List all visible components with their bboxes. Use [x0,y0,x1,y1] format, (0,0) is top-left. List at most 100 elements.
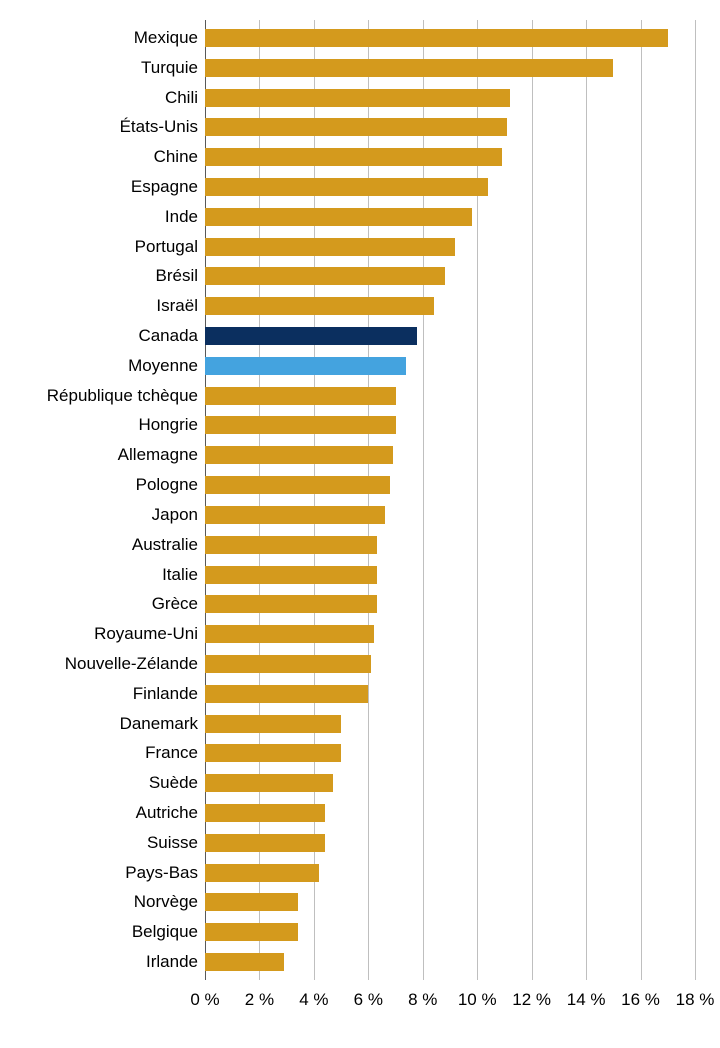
y-axis-label: Mexique [0,29,198,47]
bar [205,625,374,643]
bar [205,178,488,196]
bar-row [205,625,695,643]
y-axis-label: Espagne [0,178,198,196]
x-axis-tick-label: 18 % [676,990,715,1010]
x-axis-tick-label: 2 % [245,990,274,1010]
x-axis-tick-label: 6 % [354,990,383,1010]
bar-row [205,655,695,673]
bar-row [205,446,695,464]
y-axis-label: Suisse [0,834,198,852]
y-axis-label: Turquie [0,59,198,77]
y-axis-label: Royaume-Uni [0,625,198,643]
y-axis-label: France [0,744,198,762]
y-axis-labels: Mexique Turquie Chili États-Unis Chine Espagn… [0,20,198,980]
bar-row [205,387,695,405]
chart-container: Mexique Turquie Chili États-Unis Chine Espagn… [0,0,720,1048]
bar-row [205,416,695,434]
bar-row [205,715,695,733]
y-axis-label: Norvège [0,893,198,911]
bar [205,595,377,613]
bar-row [205,297,695,315]
bar-row [205,148,695,166]
bar-row [205,953,695,971]
bar [205,416,396,434]
x-axis-tick-label: 4 % [299,990,328,1010]
bar [205,59,613,77]
bar [205,387,396,405]
y-axis-label: Autriche [0,804,198,822]
bar-row [205,327,695,345]
x-axis-tick-label: 8 % [408,990,437,1010]
y-axis-label: Moyenne [0,357,198,375]
y-axis-label: Japon [0,506,198,524]
y-axis-label: Finlande [0,685,198,703]
bar [205,327,417,345]
bar-row [205,595,695,613]
y-axis-label: Grèce [0,595,198,613]
y-axis-label: Hongrie [0,416,198,434]
y-axis-label: Pays-Bas [0,864,198,882]
bar-row [205,685,695,703]
bar-row [205,357,695,375]
y-axis-label: Belgique [0,923,198,941]
bar-row [205,864,695,882]
bar [205,208,472,226]
bar-row [205,118,695,136]
bar [205,118,507,136]
y-axis-label: Irlande [0,953,198,971]
gridline [695,20,696,980]
y-axis-label: Canada [0,327,198,345]
y-axis-label: Brésil [0,267,198,285]
bar [205,297,434,315]
bar [205,89,510,107]
y-axis-label: Suède [0,774,198,792]
bar [205,446,393,464]
bar [205,685,368,703]
y-axis-label: États-Unis [0,118,198,136]
x-axis-tick-label: 10 % [458,990,497,1010]
bar-row [205,566,695,584]
bar-row [205,267,695,285]
bar-row [205,238,695,256]
bar [205,238,455,256]
bar-row [205,536,695,554]
bar [205,357,406,375]
bar-row [205,59,695,77]
bar-row [205,89,695,107]
bar [205,566,377,584]
y-axis-label: Danemark [0,715,198,733]
bar-row [205,923,695,941]
bar [205,148,502,166]
bar [205,715,341,733]
bar-row [205,29,695,47]
y-axis-label: Chili [0,89,198,107]
bar [205,893,298,911]
bar-row [205,506,695,524]
bar [205,864,319,882]
bar-row [205,774,695,792]
bar [205,476,390,494]
y-axis-label: Italie [0,566,198,584]
bar [205,744,341,762]
y-axis-label: Nouvelle-Zélande [0,655,198,673]
y-axis-label: République tchèque [0,387,198,405]
x-axis-tick-label: 14 % [567,990,606,1010]
y-axis-label: Inde [0,208,198,226]
bar-row [205,834,695,852]
y-axis-label: Allemagne [0,446,198,464]
bar-row [205,804,695,822]
bar-row [205,893,695,911]
bar-row [205,476,695,494]
bar [205,506,385,524]
bar-row [205,208,695,226]
bar [205,774,333,792]
y-axis-label: Portugal [0,238,198,256]
bar [205,536,377,554]
bar-row [205,744,695,762]
y-axis-label: Australie [0,536,198,554]
y-axis-label: Chine [0,148,198,166]
bar [205,923,298,941]
bar [205,834,325,852]
x-axis-tick-label: 12 % [512,990,551,1010]
x-axis: 0 %2 %4 %6 %8 %10 %12 %14 %16 %18 % [205,985,695,1015]
